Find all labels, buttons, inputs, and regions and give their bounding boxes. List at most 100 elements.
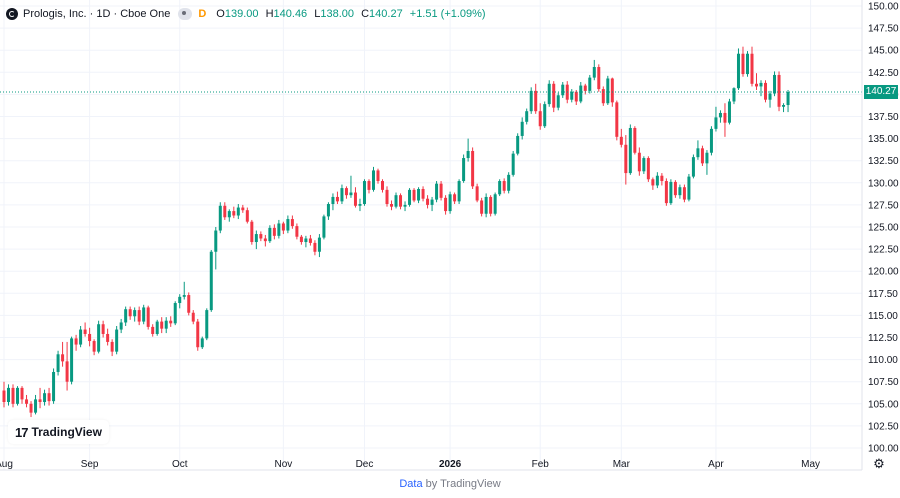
candle	[52, 368, 56, 404]
candle-body	[678, 187, 682, 196]
candle-body	[597, 66, 601, 90]
candle-body	[588, 77, 592, 91]
candle-body	[543, 104, 547, 127]
candle-body	[290, 219, 294, 227]
candle	[664, 178, 668, 206]
candle-body	[646, 158, 650, 180]
candle-body	[2, 390, 6, 403]
candle	[196, 318, 200, 351]
price-tick-label: 110.00	[868, 355, 898, 366]
price-axis[interactable]: 150.00147.50145.00142.50140.00137.50135.…	[868, 2, 899, 455]
candle	[543, 101, 547, 128]
candle	[290, 215, 294, 229]
candle-body	[412, 189, 416, 201]
candle	[579, 82, 583, 104]
candle	[750, 46, 754, 87]
candle	[673, 180, 677, 198]
candle-body	[254, 234, 258, 243]
candle-body	[286, 219, 290, 231]
candle-body	[444, 197, 448, 212]
last-price-label: 140.27	[864, 85, 898, 99]
candle-body	[362, 181, 366, 205]
candle-body	[723, 112, 727, 123]
candle	[70, 336, 74, 385]
candle-body	[79, 329, 83, 345]
candle-body	[660, 175, 664, 182]
candle-body	[34, 399, 38, 413]
candle-body	[453, 194, 457, 202]
candle	[669, 179, 673, 205]
candle	[439, 181, 443, 201]
candle-body	[381, 181, 385, 190]
candle	[399, 193, 403, 210]
eye-icon[interactable]	[178, 8, 193, 20]
candle-body	[624, 144, 628, 174]
candle	[223, 202, 227, 220]
candle	[263, 234, 267, 247]
candle	[502, 178, 506, 194]
candle	[764, 80, 768, 103]
candle	[741, 46, 745, 77]
time-tick-label: Oct	[172, 459, 188, 470]
candle	[755, 73, 759, 90]
candle	[457, 179, 461, 205]
candle-body	[191, 312, 195, 322]
candle	[79, 326, 83, 348]
candle-body	[110, 341, 114, 352]
candle-body	[493, 194, 497, 214]
candle-body	[164, 320, 168, 329]
candle	[191, 310, 195, 325]
candle	[745, 51, 749, 77]
time-tick-label: Aug	[0, 459, 13, 470]
symbol-legend: Prologis, Inc. · 1D · Cboe One D O139.00…	[6, 6, 486, 22]
candle	[281, 221, 285, 235]
candle	[61, 341, 65, 367]
candle	[335, 191, 339, 205]
candle	[205, 308, 209, 341]
data-attribution[interactable]: Data by TradingView	[0, 478, 900, 494]
price-tick-label: 142.50	[868, 68, 899, 79]
tradingview-logo-text: TradingView	[31, 425, 102, 439]
candle	[529, 87, 533, 114]
candle-body	[561, 84, 565, 96]
candle-body	[502, 181, 506, 191]
candle-body	[574, 91, 578, 102]
candle-body	[227, 211, 231, 218]
candle	[642, 156, 646, 174]
candle-body	[570, 91, 574, 100]
candle-body	[173, 303, 177, 324]
candle-body	[475, 186, 479, 201]
candle	[601, 86, 605, 106]
tradingview-logo[interactable]: 17 TradingView	[8, 420, 109, 444]
time-axis[interactable]: Aug Sep Oct Nov Dec 2026 Feb Mar Apr May	[0, 459, 820, 470]
time-tick-label: Nov	[274, 459, 292, 470]
delayed-flag[interactable]: D	[198, 8, 207, 20]
candle-body	[709, 128, 713, 153]
candle-body	[245, 210, 249, 222]
price-tick-label: 150.00	[868, 2, 899, 13]
candle-body	[11, 387, 15, 404]
candle-body	[764, 82, 768, 100]
candle	[367, 179, 371, 194]
candle	[164, 317, 168, 334]
candle-body	[782, 105, 786, 107]
candle	[709, 126, 713, 156]
symbol-title[interactable]: Prologis, Inc. · 1D · Cboe One	[23, 8, 171, 20]
candle	[169, 316, 173, 327]
candle	[259, 231, 263, 242]
candle-body	[696, 148, 700, 158]
candle-body	[664, 181, 668, 204]
candle-body	[277, 223, 281, 236]
settings-gear-icon[interactable]: ⚙	[873, 456, 885, 471]
candle	[16, 386, 20, 406]
candle	[493, 192, 497, 216]
candle-body	[439, 183, 443, 198]
candle	[561, 82, 565, 98]
high-label: H	[265, 8, 274, 20]
candle	[47, 387, 51, 406]
data-link[interactable]: Data	[399, 478, 423, 490]
candle-body	[124, 309, 128, 323]
candle-body	[160, 321, 164, 329]
candle-body	[651, 179, 655, 186]
